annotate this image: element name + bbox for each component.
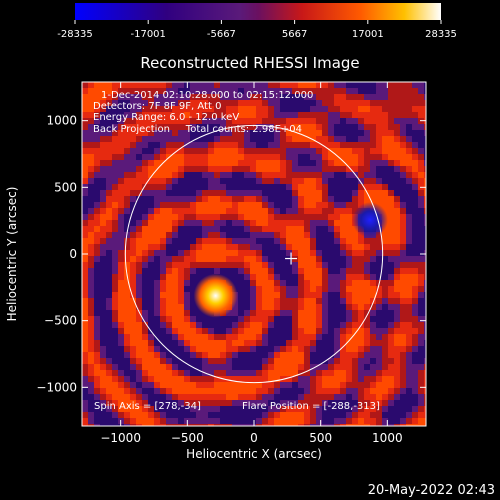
y-tick-label: −500 <box>44 314 77 328</box>
colorbar <box>75 3 441 20</box>
spin-axis-text: Spin Axis = [278,-34] <box>94 401 201 412</box>
heatmap-image <box>82 82 426 426</box>
y-tick-label: 0 <box>69 247 77 261</box>
colorbar-tick-label: 17001 <box>352 29 384 40</box>
y-tick-label: −1000 <box>36 380 77 394</box>
x-axis-label: Heliocentric X (arcsec) <box>186 447 322 461</box>
x-tick-label: −1000 <box>100 431 141 445</box>
spin-axis-marker <box>285 252 298 265</box>
colorbar-tick-label: 28335 <box>425 29 457 40</box>
info-line-detectors: Detectors: 7F 8F 9F, Att 0 <box>93 101 221 112</box>
dark-source <box>352 202 388 238</box>
info-line-time: 1-Dec-2014 02:10:28.000 to 02:15:12.000 <box>101 90 313 101</box>
solar-disk-outline <box>124 124 384 384</box>
colorbar-tick-label: -17001 <box>130 29 165 40</box>
x-tick-label: 0 <box>250 431 258 445</box>
flare-position-text: Flare Position = [-288,-313] <box>242 401 380 412</box>
info-line-energy: Energy Range: 6.0 - 12.0 keV <box>93 112 239 123</box>
y-axis-label: Heliocentric Y (arcsec) <box>5 187 19 322</box>
x-tick-label: 500 <box>309 431 332 445</box>
colorbar-tick-label: 5667 <box>282 29 307 40</box>
x-tick-label: −500 <box>171 431 204 445</box>
chart-title: Reconstructed RHESSI Image <box>140 54 359 72</box>
x-tick-label: 1000 <box>372 431 403 445</box>
y-tick-label: 500 <box>54 180 77 194</box>
colorbar-tick-label: -28335 <box>57 29 92 40</box>
info-line-method: Back Projection Total counts: 2.98E+04 <box>93 124 302 135</box>
colorbar-tick-label: -5667 <box>207 29 236 40</box>
y-tick-label: 1000 <box>46 114 77 128</box>
bright-source <box>193 273 238 318</box>
footer-date: 20-May-2022 02:43 <box>368 483 495 498</box>
